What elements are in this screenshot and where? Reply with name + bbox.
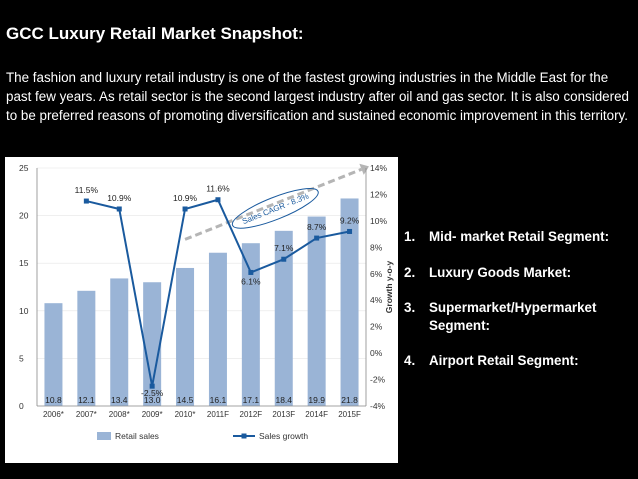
right-tick-label: 10% [370,216,387,226]
left-tick-label: 20 [19,211,29,221]
right-tick-label: 12% [370,189,387,199]
retail-sales-bar [241,243,260,406]
bar-value-label: 13.0 [144,395,161,405]
retail-sales-bar [274,230,293,406]
retail-sales-bar [143,282,162,406]
sales-growth-label: -2.5% [141,388,164,398]
sales-growth-point [281,256,287,262]
right-tick-label: 6% [370,269,383,279]
right-tick-label: -4% [370,401,386,411]
retail-sales-bar [77,290,96,406]
slide-title: GCC Luxury Retail Market Snapshot: [6,24,304,43]
right-tick-label: -2% [370,375,386,385]
sales-growth-point [182,206,188,212]
sales-growth-point [149,383,155,389]
sales-growth-point [248,269,254,275]
bar-value-label: 10.8 [45,395,62,405]
right-tick-label: 2% [370,322,383,332]
cagr-arrowhead [359,163,369,175]
left-tick-label: 0 [19,401,24,411]
bar-value-label: 16.1 [210,395,227,405]
right-tick-label: 14% [370,163,387,173]
x-tick-label: 2013F [272,410,295,419]
legend-line-label: Sales growth [259,431,308,441]
sales-growth-label: 9.2% [340,215,360,225]
segment-label: Luxury Goods Market: [429,265,572,280]
x-tick-label: 2009* [142,410,163,419]
right-tick-label: 0% [370,348,383,358]
bar-value-label: 13.4 [111,395,128,405]
cagr-trend-line [184,167,363,241]
x-tick-label: 2007* [76,410,97,419]
retail-sales-bar [44,303,63,406]
chart-svg: 10.8 12.1 13.4 13.0 14.5 16.1 17.1 18.4 19.9 21.8… [19,163,394,441]
left-tick-label: 10 [19,306,29,316]
x-tick-label: 2014F [305,410,328,419]
bar-value-label: 18.4 [275,395,292,405]
left-tick-label: 5 [19,353,24,363]
retail-sales-bar [340,198,359,406]
x-tick-label: 2006* [43,410,64,419]
cagr-ellipse [231,188,319,229]
right-tick-label: 8% [370,242,383,252]
segment-item-supermarket: 3. Supermarket/Hypermarket Segment: [404,299,634,335]
x-tick-label: 2010* [175,410,196,419]
sales-growth-point [116,206,122,212]
segment-number: 2. [404,265,416,280]
segment-label: Mid- market Retail Segment: [429,229,610,244]
segment-number: 1. [404,229,416,244]
segment-label: Supermarket/Hypermarket Segment: [429,300,597,333]
segment-number: 4. [404,353,416,368]
bar-value-label: 19.9 [308,395,325,405]
sales-growth-label: 11.5% [75,185,99,195]
sales-growth-label: 8.7% [307,222,327,232]
legend-bar-label: Retail sales [115,431,159,441]
bar-value-label: 21.8 [341,395,358,405]
sales-growth-point [347,228,353,234]
x-tick-label: 2008* [109,410,130,419]
left-tick-label: 25 [19,163,29,173]
sales-growth-label: 6.1% [241,276,261,286]
sales-growth-label: 7.1% [274,243,294,253]
segment-item-mid-market: 1. Mid- market Retail Segment: [404,228,634,246]
segment-label: Airport Retail Segment: [429,353,579,368]
left-tick-label: 15 [19,258,29,268]
sales-growth-label: 10.9% [173,193,198,203]
segment-item-luxury-goods: 2. Luxury Goods Market: [404,264,634,282]
legend-bar-swatch [97,432,111,440]
sales-growth-point [215,197,221,203]
x-tick-label: 2015F [338,410,361,419]
sales-growth-label: 10.9% [107,193,132,203]
right-tick-label: 4% [370,295,383,305]
intro-paragraph: The fashion and luxury retail industry i… [6,70,629,123]
retail-sales-bar [208,252,227,406]
bar-value-label: 14.5 [177,395,194,405]
bar-value-label: 12.1 [78,395,95,405]
sales-growth-point [314,235,320,241]
sales-growth-label: 11.6% [206,184,230,194]
retail-sales-bar [176,267,195,406]
retail-sales-bar [110,278,129,406]
sales-growth-point [83,198,89,204]
retail-sales-bar [307,216,326,406]
bar-value-label: 17.1 [243,395,260,405]
right-axis-title: Growth y-o-y [384,261,394,314]
x-tick-label: 2012F [240,410,263,419]
segment-number: 3. [404,300,416,315]
legend-line-marker [241,433,247,439]
retail-sales-chart: 10.8 12.1 13.4 13.0 14.5 16.1 17.1 18.4 19.9 21.8… [5,157,398,463]
x-tick-label: 2011F [207,410,229,419]
segment-list: 1. Mid- market Retail Segment: 2. Luxury… [404,228,634,370]
segment-item-airport: 4. Airport Retail Segment: [404,352,634,370]
